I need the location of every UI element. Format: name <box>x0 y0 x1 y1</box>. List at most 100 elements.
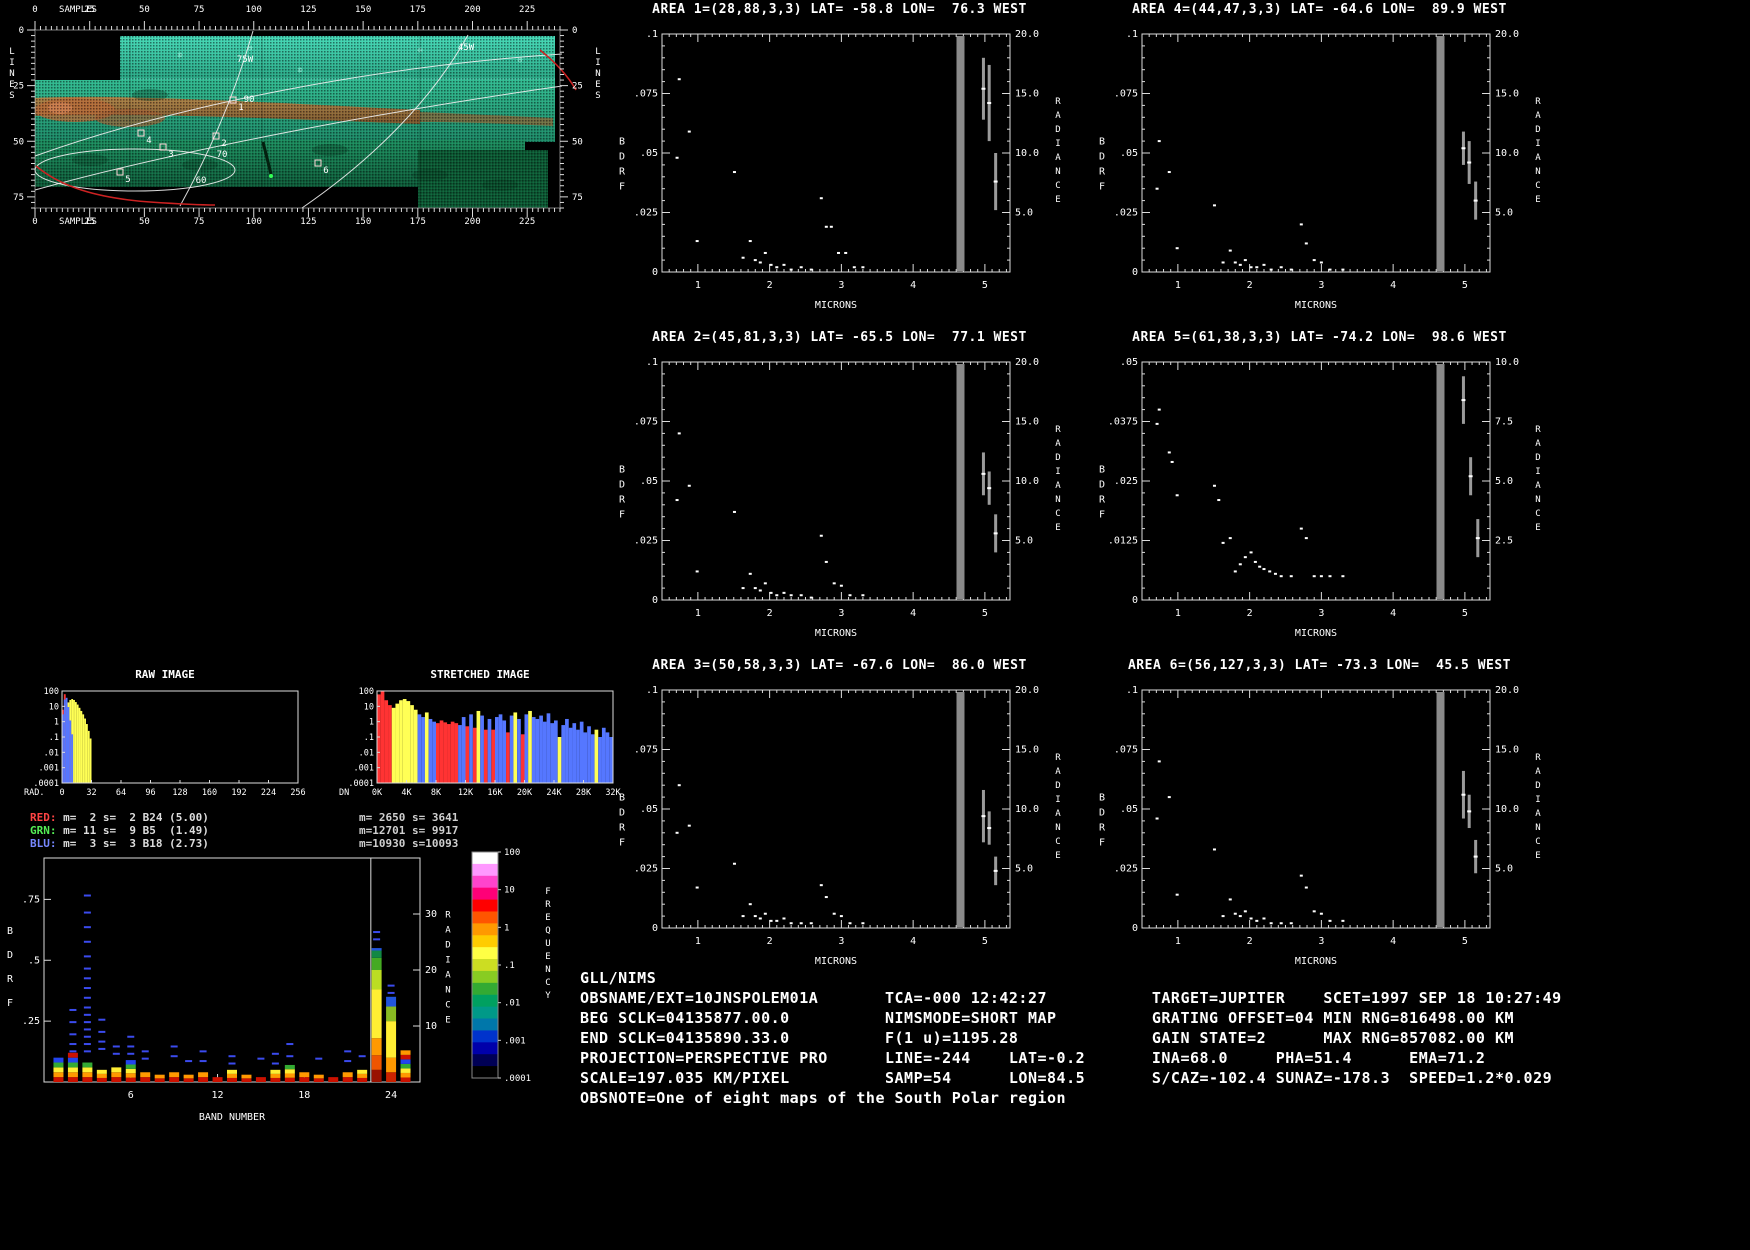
svg-text:R: R <box>1099 495 1106 506</box>
svg-text:125: 125 <box>300 5 316 15</box>
svg-text:4K: 4K <box>401 788 412 798</box>
area-2-spectrum-panel: AREA 2=(45,81,3,3) LAT= -65.5 LON= 77.1 … <box>612 330 1067 654</box>
svg-text:20.0: 20.0 <box>1495 29 1519 40</box>
svg-text:.0125: .0125 <box>1108 536 1138 547</box>
svg-text:SAMPLES: SAMPLES <box>59 217 97 227</box>
area-3-title: AREA 3=(50,58,3,3) LAT= -67.6 LON= 86.0 … <box>652 658 1027 673</box>
svg-text:3: 3 <box>1318 608 1324 619</box>
raw-histogram-stats: RED: m= 2 s= 2 B24 (5.00) GRN: m= 11 s= … <box>20 811 310 850</box>
svg-text:D: D <box>1055 453 1060 463</box>
raw-stat-grn: GRN: m= 11 s= 9 B5 (1.49) <box>20 824 310 837</box>
svg-text:R: R <box>1535 97 1541 107</box>
svg-text:64: 64 <box>116 788 126 798</box>
svg-text:L: L <box>595 47 600 57</box>
area-1-title: AREA 1=(28,88,3,3) LAT= -58.8 LON= 76.3 … <box>652 2 1027 17</box>
svg-text:.01: .01 <box>44 748 59 758</box>
svg-text:D: D <box>1099 808 1105 819</box>
svg-text:RAD.: RAD. <box>24 788 44 798</box>
svg-text:D: D <box>1099 480 1105 491</box>
svg-text:1: 1 <box>1175 280 1181 291</box>
svg-text:200: 200 <box>464 217 480 227</box>
area-3-chart: 1 2 3 4 5.1.075.05.025020.015.010.05.0BDRFRA… <box>619 685 1061 967</box>
svg-text:25: 25 <box>13 82 24 92</box>
raw-stat-red-label: RED: <box>30 811 57 824</box>
svg-text:I: I <box>9 58 14 68</box>
svg-text:2: 2 <box>767 936 773 947</box>
svg-text:C: C <box>1055 837 1060 847</box>
svg-text:.075: .075 <box>634 89 658 100</box>
svg-text:3: 3 <box>838 280 844 291</box>
svg-text:E: E <box>1535 523 1540 533</box>
svg-text:F: F <box>1099 182 1105 193</box>
svg-text:E: E <box>1055 523 1060 533</box>
svg-text:25: 25 <box>84 217 95 227</box>
svg-text:192: 192 <box>231 788 246 798</box>
svg-text:10.0: 10.0 <box>1495 148 1519 159</box>
svg-text:E: E <box>545 952 550 962</box>
svg-text:.1: .1 <box>1126 29 1138 40</box>
svg-text:.05: .05 <box>640 476 658 487</box>
svg-text:D: D <box>7 950 13 961</box>
svg-text:R: R <box>1535 753 1541 763</box>
area-6-title: AREA 6=(56,127,3,3) LAT= -73.3 LON= 45.5… <box>1127 658 1512 673</box>
footer-line-projection: PROJECTION=PERSPECTIVE PRO LINE=-244 LAT… <box>580 1049 1486 1067</box>
svg-text:A: A <box>1535 481 1541 491</box>
svg-text:E: E <box>595 80 600 90</box>
svg-text:4: 4 <box>910 936 916 947</box>
svg-text:15.0: 15.0 <box>1495 89 1519 100</box>
svg-text:0: 0 <box>652 267 658 278</box>
svg-text:0: 0 <box>1132 595 1138 606</box>
svg-text:.05: .05 <box>640 804 658 815</box>
svg-text:D: D <box>445 941 450 951</box>
svg-text:20K: 20K <box>517 788 533 798</box>
svg-text:150: 150 <box>355 5 371 15</box>
area-4-spectrum-panel: AREA 4=(44,47,3,3) LAT= -64.6 LON= 89.9 … <box>1092 2 1547 326</box>
svg-text:A: A <box>1055 809 1061 819</box>
svg-text:.1: .1 <box>1126 685 1138 696</box>
svg-text:1: 1 <box>695 608 701 619</box>
stretched-histogram-panel: STRETCHED IMAGE 100 10 1 .1 .01 .001 .0001 0K 4K… <box>335 668 625 850</box>
svg-text:A: A <box>1535 111 1541 121</box>
svg-text:20.0: 20.0 <box>1015 357 1039 368</box>
svg-text:100: 100 <box>246 5 262 15</box>
svg-text:A: A <box>1055 481 1061 491</box>
svg-text:D: D <box>1535 125 1540 135</box>
raw-histogram-title: RAW IMAGE <box>135 668 195 681</box>
svg-text:2: 2 <box>1247 608 1253 619</box>
svg-text:.1: .1 <box>646 685 658 696</box>
svg-text:S: S <box>595 91 600 101</box>
svg-text:R: R <box>619 167 626 178</box>
svg-text:.001: .001 <box>39 764 59 774</box>
svg-text:A: A <box>1055 153 1061 163</box>
svg-text:4: 4 <box>1390 608 1396 619</box>
svg-text:1: 1 <box>695 280 701 291</box>
svg-text:D: D <box>1055 125 1060 135</box>
svg-text:R: R <box>1535 425 1541 435</box>
svg-text:5: 5 <box>982 280 988 291</box>
svg-text:10.0: 10.0 <box>1015 148 1039 159</box>
svg-text:4: 4 <box>910 280 916 291</box>
svg-text:2: 2 <box>1247 936 1253 947</box>
svg-text:75: 75 <box>194 217 205 227</box>
svg-text:D: D <box>1535 781 1540 791</box>
svg-text:.075: .075 <box>1114 89 1138 100</box>
svg-text:3: 3 <box>838 936 844 947</box>
svg-text:.075: .075 <box>634 745 658 756</box>
svg-text:.75: .75 <box>22 894 40 905</box>
svg-text:25: 25 <box>84 5 95 15</box>
svg-text:96: 96 <box>145 788 155 798</box>
svg-text:1: 1 <box>54 718 59 728</box>
stretched-histogram-title: STRETCHED IMAGE <box>430 668 530 681</box>
svg-text:B: B <box>619 793 625 804</box>
svg-text:.25: .25 <box>22 1016 40 1027</box>
svg-text:30: 30 <box>425 909 437 920</box>
svg-text:A: A <box>1055 439 1061 449</box>
jupiter-mosaic-panel: 0 0 25 25 50 50 75 75 100 100 125 125 150 150 175 175 20… <box>0 0 610 240</box>
svg-text:D: D <box>619 808 625 819</box>
svg-text:15.0: 15.0 <box>1015 417 1039 428</box>
svg-text:A: A <box>1535 767 1541 777</box>
area-1-chart: 1 2 3 4 5.1.075.05.025020.015.010.05.0BDRFRA… <box>619 29 1061 311</box>
svg-text:10: 10 <box>364 702 374 712</box>
